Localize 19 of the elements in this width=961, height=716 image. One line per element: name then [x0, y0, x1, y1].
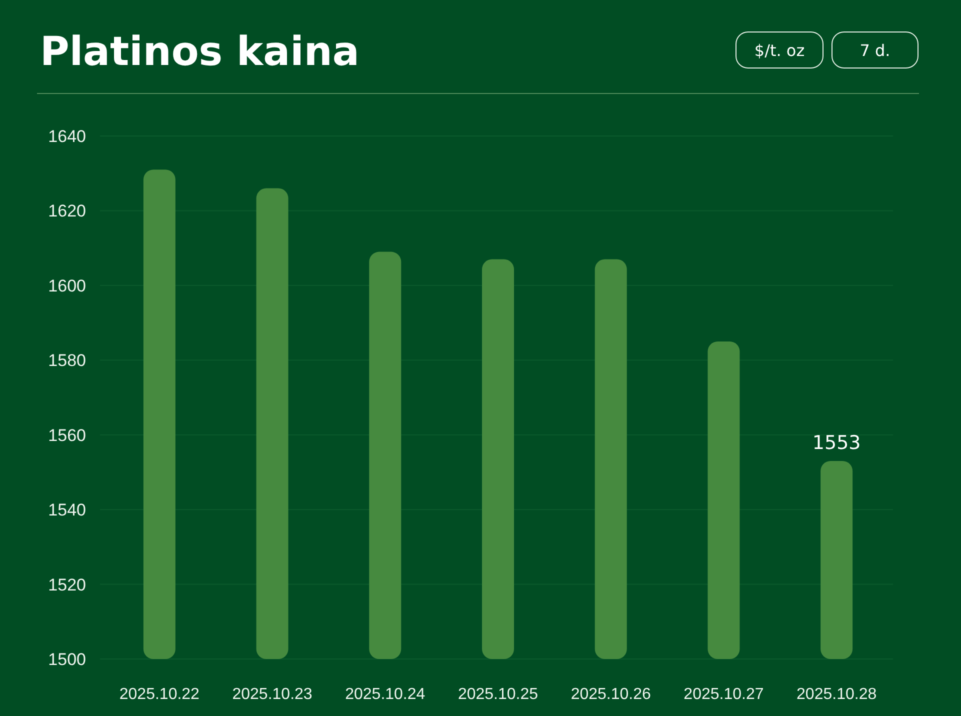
y-tick-label: 1500	[48, 650, 86, 669]
x-tick-label: 2025.10.25	[458, 686, 538, 703]
y-tick-label: 1560	[48, 426, 86, 445]
pill-button: 7 d.	[832, 32, 918, 68]
y-tick-label: 1620	[48, 202, 86, 221]
x-tick-label: 2025.10.27	[684, 686, 764, 703]
y-tick-label: 1600	[48, 276, 86, 296]
y-tick-label: 1580	[48, 351, 86, 370]
data-label: 1553	[812, 432, 861, 454]
x-tick-label: 2025.10.23	[232, 686, 312, 703]
x-tick-label: 2025.10.26	[570, 686, 651, 703]
pill-button: $/t. oz	[736, 32, 824, 68]
chart-title: Platinos kaina	[40, 29, 360, 75]
x-tick-label: 2025.10.24	[345, 686, 426, 703]
y-tick-label: 1520	[48, 575, 86, 594]
x-tick-label: 2025.10.28	[796, 686, 877, 703]
y-tick-label: 1540	[48, 500, 86, 520]
x-tick-label: 2025.10.22	[119, 686, 200, 703]
y-tick-label: 1640	[48, 127, 86, 146]
